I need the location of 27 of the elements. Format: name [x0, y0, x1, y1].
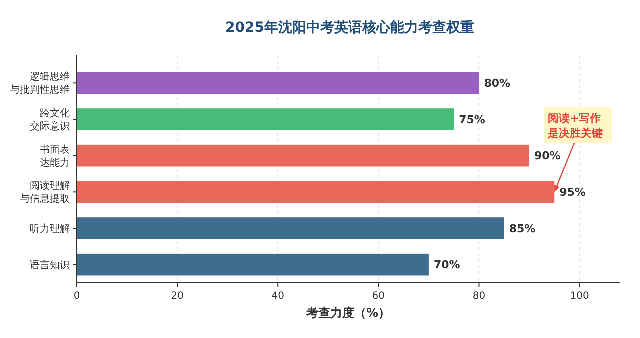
y-tick-label: 跨文化交际意识: [30, 108, 70, 132]
data-label: 70%: [434, 258, 460, 272]
x-tick-label: 100: [570, 291, 590, 302]
data-label: 75%: [459, 113, 486, 126]
bar: [77, 108, 454, 130]
chart-title: 2025年沈阳中考英语核心能力考查权重: [226, 19, 474, 36]
bar: [77, 254, 429, 276]
y-tick-label: 语言知识: [30, 259, 70, 272]
data-label: 90%: [534, 150, 561, 163]
bar: [77, 144, 530, 167]
y-tick-label: 逻辑思维与批判性思维: [10, 71, 70, 96]
x-axis-title: 考查力度（%）: [305, 306, 391, 320]
data-label: 95%: [560, 186, 586, 200]
y-tick-label: 书面表达能力: [40, 144, 70, 169]
x-tick-label: 20: [171, 291, 184, 302]
annotation: 阅读+写作是决胜关键: [547, 112, 603, 140]
x-tick-label: 40: [272, 291, 284, 302]
bar: [77, 218, 504, 240]
x-tick-label: 60: [372, 291, 386, 302]
data-label: 80%: [484, 77, 511, 90]
x-tick-label: 0: [74, 291, 80, 302]
bar: [77, 181, 555, 204]
y-tick-label: 听力理解: [30, 223, 70, 235]
data-label: 85%: [509, 222, 536, 236]
y-tick-label: 阅读理解与信息提取: [20, 180, 70, 206]
bar: [77, 72, 480, 94]
x-tick-label: 80: [472, 291, 486, 302]
